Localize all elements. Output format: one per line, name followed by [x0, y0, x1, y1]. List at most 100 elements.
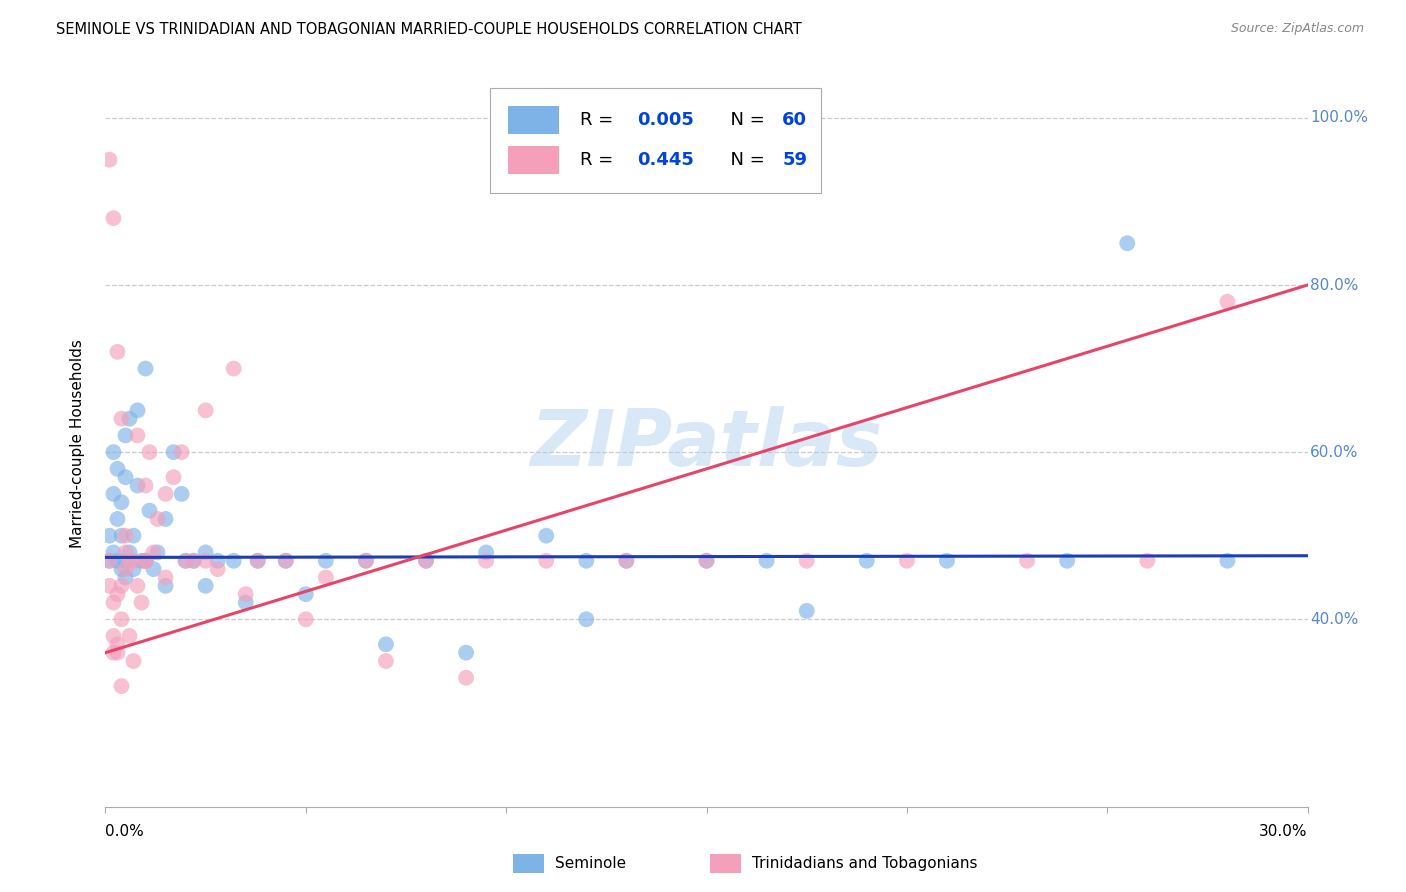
- Point: [110, 411, 132, 425]
- Point: [222, 361, 245, 376]
- Point: [107, 637, 129, 651]
- Point: [755, 554, 778, 568]
- Point: [122, 562, 145, 576]
- Point: [936, 554, 959, 568]
- FancyBboxPatch shape: [491, 87, 821, 193]
- Point: [107, 587, 129, 601]
- Point: [155, 570, 177, 584]
- Point: [162, 470, 184, 484]
- Text: 100.0%: 100.0%: [1310, 111, 1368, 126]
- Point: [103, 629, 125, 643]
- Point: [295, 612, 318, 626]
- Point: [246, 554, 269, 568]
- Point: [616, 554, 638, 568]
- Point: [162, 445, 184, 459]
- Point: [1216, 554, 1239, 568]
- Point: [122, 654, 145, 668]
- Point: [454, 671, 477, 685]
- Point: [138, 445, 160, 459]
- Point: [796, 554, 818, 568]
- Point: [170, 487, 193, 501]
- Point: [135, 361, 157, 376]
- Text: 0.445: 0.445: [637, 152, 693, 169]
- Point: [127, 428, 149, 442]
- Point: [475, 545, 498, 559]
- Point: [110, 495, 132, 509]
- Point: [114, 545, 136, 559]
- Point: [138, 503, 160, 517]
- Point: [354, 554, 377, 568]
- Point: [194, 545, 217, 559]
- Point: [696, 554, 718, 568]
- Point: [146, 512, 169, 526]
- Text: 40.0%: 40.0%: [1310, 612, 1358, 627]
- Point: [127, 478, 149, 492]
- Text: 30.0%: 30.0%: [1260, 824, 1308, 839]
- Point: [1017, 554, 1039, 568]
- Text: SEMINOLE VS TRINIDADIAN AND TOBAGONIAN MARRIED-COUPLE HOUSEHOLDS CORRELATION CHA: SEMINOLE VS TRINIDADIAN AND TOBAGONIAN M…: [56, 22, 801, 37]
- FancyBboxPatch shape: [508, 106, 558, 134]
- Point: [135, 554, 157, 568]
- Point: [534, 529, 557, 543]
- Point: [98, 153, 121, 167]
- Point: [131, 595, 153, 609]
- Text: 80.0%: 80.0%: [1310, 277, 1358, 293]
- Point: [194, 579, 217, 593]
- Point: [274, 554, 297, 568]
- Point: [174, 554, 197, 568]
- Point: [103, 211, 125, 226]
- Text: ZIPatlas: ZIPatlas: [530, 406, 883, 482]
- Point: [796, 604, 818, 618]
- Text: R =: R =: [581, 112, 619, 129]
- Point: [1216, 294, 1239, 309]
- Point: [114, 554, 136, 568]
- Text: R =: R =: [581, 152, 619, 169]
- Point: [616, 554, 638, 568]
- Point: [107, 462, 129, 476]
- Point: [354, 554, 377, 568]
- Point: [896, 554, 918, 568]
- Point: [222, 554, 245, 568]
- Point: [155, 487, 177, 501]
- Point: [235, 595, 257, 609]
- Y-axis label: Married-couple Households: Married-couple Households: [70, 339, 84, 549]
- Point: [110, 529, 132, 543]
- Point: [415, 554, 437, 568]
- Point: [114, 470, 136, 484]
- Point: [135, 478, 157, 492]
- Point: [114, 529, 136, 543]
- Point: [103, 545, 125, 559]
- Point: [295, 587, 318, 601]
- Text: 0.005: 0.005: [637, 112, 693, 129]
- Point: [107, 646, 129, 660]
- Point: [131, 554, 153, 568]
- Point: [274, 554, 297, 568]
- Point: [114, 562, 136, 576]
- Point: [103, 595, 125, 609]
- Point: [110, 579, 132, 593]
- Point: [142, 562, 165, 576]
- Point: [575, 554, 598, 568]
- Point: [1116, 236, 1139, 251]
- Point: [194, 554, 217, 568]
- Point: [146, 545, 169, 559]
- Point: [135, 554, 157, 568]
- Point: [155, 579, 177, 593]
- Point: [454, 646, 477, 660]
- Point: [696, 554, 718, 568]
- Point: [174, 554, 197, 568]
- Point: [98, 579, 121, 593]
- Point: [1056, 554, 1078, 568]
- Point: [183, 554, 205, 568]
- Text: N =: N =: [718, 152, 770, 169]
- Point: [475, 554, 498, 568]
- Text: 60.0%: 60.0%: [1310, 444, 1358, 459]
- Point: [127, 579, 149, 593]
- Text: 60: 60: [782, 112, 807, 129]
- Point: [142, 545, 165, 559]
- Point: [575, 612, 598, 626]
- Text: 0.0%: 0.0%: [105, 824, 145, 839]
- Point: [103, 487, 125, 501]
- Point: [110, 612, 132, 626]
- Point: [183, 554, 205, 568]
